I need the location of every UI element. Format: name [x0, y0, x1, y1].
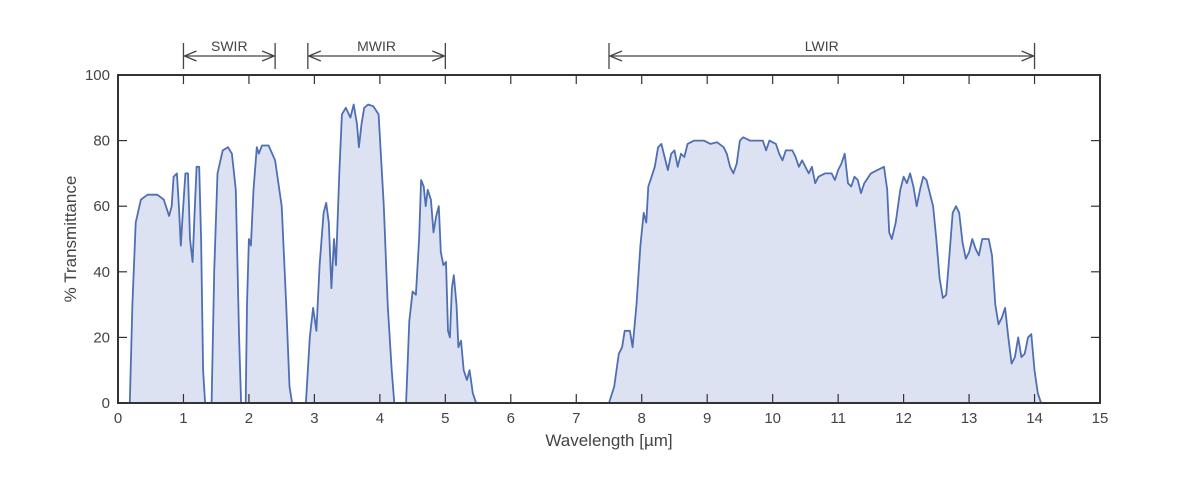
band-arrowhead-left: [608, 50, 623, 62]
x-tick-label: 6: [507, 410, 515, 427]
y-tick-label: 40: [93, 264, 110, 281]
series-line-segment: [128, 165, 206, 404]
x-tick-label: 3: [310, 410, 318, 427]
band-annotations: SWIR MWIR LWIR: [182, 38, 1036, 69]
x-tick-label: 12: [895, 410, 912, 427]
band-mwir: MWIR: [307, 38, 447, 69]
x-tick-label: 1: [179, 410, 187, 427]
x-axis-title: Wavelength [µm]: [545, 431, 672, 450]
band-label: LWIR: [805, 38, 839, 54]
band-label: SWIR: [211, 38, 248, 54]
series-line-segment: [305, 103, 396, 404]
y-tick-label: 80: [93, 133, 110, 150]
band-arrowhead-right: [432, 50, 447, 62]
series-line-segment: [210, 146, 242, 404]
series-line-segment: [405, 179, 477, 404]
x-tick-label: 8: [638, 410, 646, 427]
series-fill-segment: [245, 145, 293, 403]
band-arrowhead-left: [307, 50, 322, 62]
x-tick-label: 11: [830, 410, 846, 427]
series-fill-segment: [609, 137, 1042, 404]
x-tick-label: 4: [376, 410, 384, 427]
y-axis-title: % Transmittance: [61, 176, 80, 303]
x-tick-label: 5: [441, 410, 449, 427]
x-tick-label: 14: [1026, 410, 1043, 427]
plot-area-frame: [117, 74, 1101, 404]
band-arrowhead-left: [182, 50, 197, 62]
x-tick-label: 15: [1092, 410, 1109, 427]
x-tick-label: 7: [572, 410, 580, 427]
y-tick-label: 0: [102, 395, 110, 412]
y-tick-label: 60: [93, 198, 110, 215]
x-tick-label: 13: [961, 410, 978, 427]
x-tick-label: 2: [245, 410, 253, 427]
x-tick-label: 10: [764, 410, 781, 427]
band-swir: SWIR: [182, 38, 276, 69]
x-tick-label: 9: [703, 410, 711, 427]
band-arrowhead-right: [261, 50, 276, 62]
series-line-segment: [608, 136, 1042, 404]
y-tick-label: 100: [85, 67, 110, 84]
series-line-segment: [244, 144, 293, 404]
band-arrowhead-right: [1021, 50, 1036, 62]
y-tick-label: 20: [93, 329, 110, 346]
band-label: MWIR: [357, 38, 396, 54]
band-lwir: LWIR: [608, 38, 1036, 69]
series-fill-segment: [129, 166, 206, 403]
series-fill-segment: [211, 147, 242, 403]
series-layer: [128, 103, 1042, 404]
series-fill-segment: [305, 104, 395, 403]
x-tick-label: 0: [114, 410, 122, 427]
